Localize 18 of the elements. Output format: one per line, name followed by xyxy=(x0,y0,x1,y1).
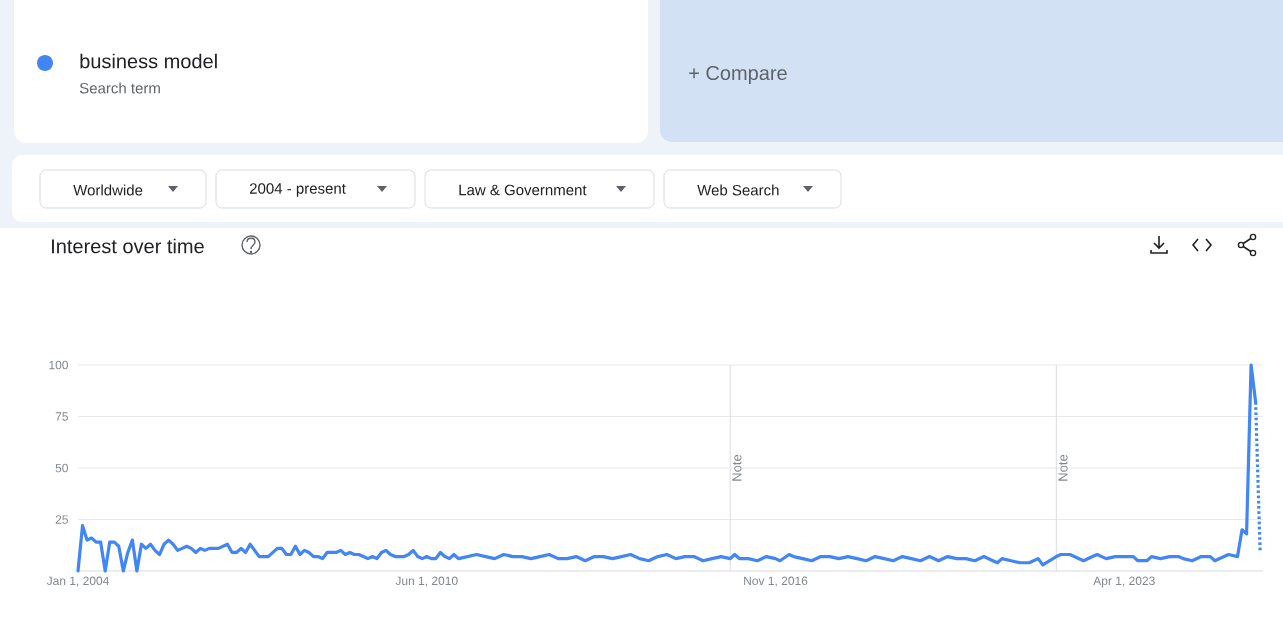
text: Web Search xyxy=(697,184,779,196)
x-tick-label: Apr 1, 2023 xyxy=(1093,576,1155,588)
y-tick-label: 25 xyxy=(55,515,68,524)
text: Law & Government xyxy=(459,184,587,196)
legend-label: business model xyxy=(80,53,217,69)
text: + Compare xyxy=(689,65,787,85)
ref-line-label: Note xyxy=(732,454,742,481)
text: Search term xyxy=(79,82,160,94)
chart-title: Interest over time xyxy=(52,238,204,254)
text: Worldwide xyxy=(73,184,143,196)
x-tick-label: Jun 1, 2010 xyxy=(395,576,458,587)
ref-line-label: Note xyxy=(1058,454,1068,481)
y-tick-label: 75 xyxy=(55,412,68,421)
x-tick-label: Jan 1, 2004 xyxy=(46,576,109,587)
text: 2004 - present xyxy=(249,183,346,197)
y-tick-label: 50 xyxy=(55,463,68,473)
x-tick-label: Nov 1, 2016 xyxy=(744,576,808,587)
y-tick-label: 100 xyxy=(49,360,68,370)
